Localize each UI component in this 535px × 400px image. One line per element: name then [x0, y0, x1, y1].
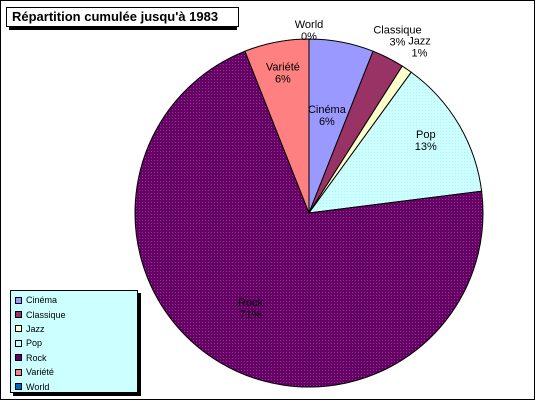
legend-item-classique: Classique [11, 307, 137, 321]
slice-percent-jazz: 1% [412, 47, 428, 59]
legend-swatch-world [15, 383, 22, 391]
legend-box: Cinéma Classique Jazz Pop Rock Variété World [10, 290, 138, 393]
slice-percent-cinema: 6% [319, 116, 335, 128]
legend-item-world: World [11, 379, 137, 393]
slice-percent-classique: 3% [390, 36, 406, 48]
legend-item-cinema: Cinéma [11, 293, 137, 307]
slice-name-classique: Classique [373, 24, 421, 36]
legend-swatch-variete [15, 368, 22, 376]
pie-slice-rock [134, 50, 484, 388]
legend-label-classique: Classique [26, 309, 66, 320]
slice-label-world: World 0% [295, 19, 324, 43]
legend-item-jazz: Jazz [11, 322, 137, 336]
slice-label-cinema: Cinéma 6% [308, 104, 347, 128]
legend-label-variete: Variété [26, 367, 54, 378]
slice-percent-rock: 71% [239, 309, 261, 321]
slice-label-jazz: Jazz 1% [408, 35, 431, 59]
legend-label-pop: Pop [26, 338, 43, 349]
chart-title: Répartition cumulée jusqu'à 1983 [6, 7, 239, 27]
legend-swatch-classique [15, 311, 22, 319]
slice-name-pop: Pop [416, 129, 436, 141]
legend-label-cinema: Cinéma [26, 295, 58, 306]
pie-slices [134, 38, 484, 388]
legend-item-pop: Pop [11, 336, 137, 350]
chart-title-box: Répartition cumulée jusqu'à 1983 [6, 7, 239, 31]
slice-label-variete: Variété 6% [266, 61, 300, 85]
legend-swatch-rock [15, 354, 22, 362]
slice-percent-pop: 13% [415, 141, 437, 153]
legend-swatch-jazz [15, 325, 22, 333]
legend-label-rock: Rock [26, 352, 47, 363]
pie-labels: Cinéma 6%Classique 3% Jazz 1%Pop 13%Rock 71%Va… [238, 19, 437, 321]
legend-label-jazz: Jazz [26, 323, 45, 334]
slice-label-rock: Rock 71% [238, 297, 264, 321]
pie-slice-pop [307, 71, 483, 214]
slice-name-cinema: Cinéma [308, 104, 347, 116]
legend-item-variete: Variété [11, 365, 137, 379]
slice-name-rock: Rock [238, 297, 264, 309]
legend-label-world: World [26, 381, 50, 392]
slice-label-classique: Classique 3% [373, 24, 421, 48]
legend: Cinéma Classique Jazz Pop Rock Variété World [10, 290, 141, 396]
slice-name-world: World [295, 19, 324, 31]
slice-name-jazz: Jazz [408, 35, 431, 47]
legend-swatch-cinema [15, 296, 22, 304]
legend-item-rock: Rock [11, 351, 137, 365]
slice-percent-variete: 6% [275, 73, 291, 85]
slice-name-variete: Variété [266, 61, 300, 73]
slice-percent-world: 0% [301, 31, 317, 43]
slice-label-pop: Pop 13% [415, 129, 437, 153]
legend-swatch-pop [15, 339, 22, 347]
